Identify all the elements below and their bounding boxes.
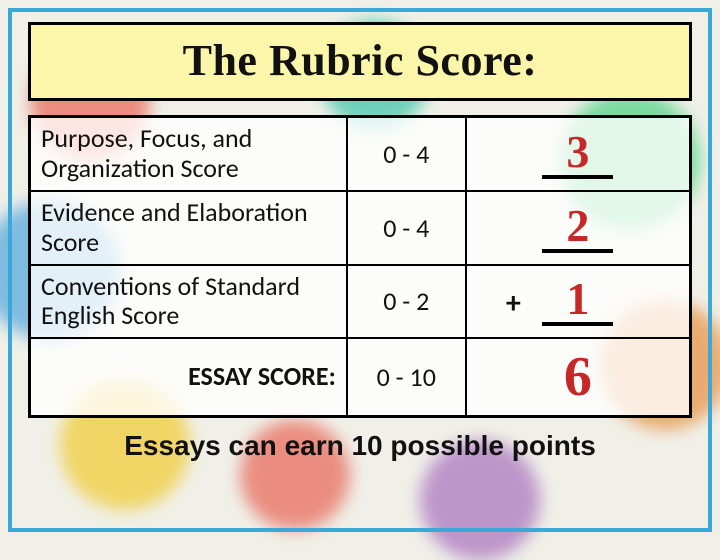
slide-title: The Rubric Score:: [39, 35, 681, 86]
criterion-score-cell: + 1: [466, 265, 691, 339]
table-row: Conventions of Standard English Score 0 …: [30, 265, 691, 339]
rubric-table: Purpose, Focus, and Organization Score 0…: [28, 115, 692, 418]
criterion-range: 0 - 4: [347, 117, 466, 191]
score-value: 1: [542, 276, 613, 326]
criterion-label: Evidence and Elaboration Score: [30, 191, 347, 265]
table-row: Evidence and Elaboration Score 0 - 4 2: [30, 191, 691, 265]
criterion-range: 0 - 2: [347, 265, 466, 339]
criterion-score-cell: 3: [466, 117, 691, 191]
criterion-score-cell: 2: [466, 191, 691, 265]
footer-note: Essays can earn 10 possible points: [28, 430, 692, 462]
table-row-total: ESSAY SCORE: 0 - 10 6: [30, 338, 691, 417]
score-value: 3: [542, 129, 613, 179]
score-value: 2: [542, 203, 613, 253]
total-score: 6: [466, 338, 691, 417]
criterion-range: 0 - 4: [347, 191, 466, 265]
total-range: 0 - 10: [347, 338, 466, 417]
criterion-label: Conventions of Standard English Score: [30, 265, 347, 339]
criterion-label: Purpose, Focus, and Organization Score: [30, 117, 347, 191]
total-label: ESSAY SCORE:: [30, 338, 347, 417]
plus-icon: +: [506, 285, 521, 322]
slide-content: The Rubric Score: Purpose, Focus, and Or…: [12, 12, 708, 528]
table-row: Purpose, Focus, and Organization Score 0…: [30, 117, 691, 191]
title-box: The Rubric Score:: [28, 22, 692, 101]
